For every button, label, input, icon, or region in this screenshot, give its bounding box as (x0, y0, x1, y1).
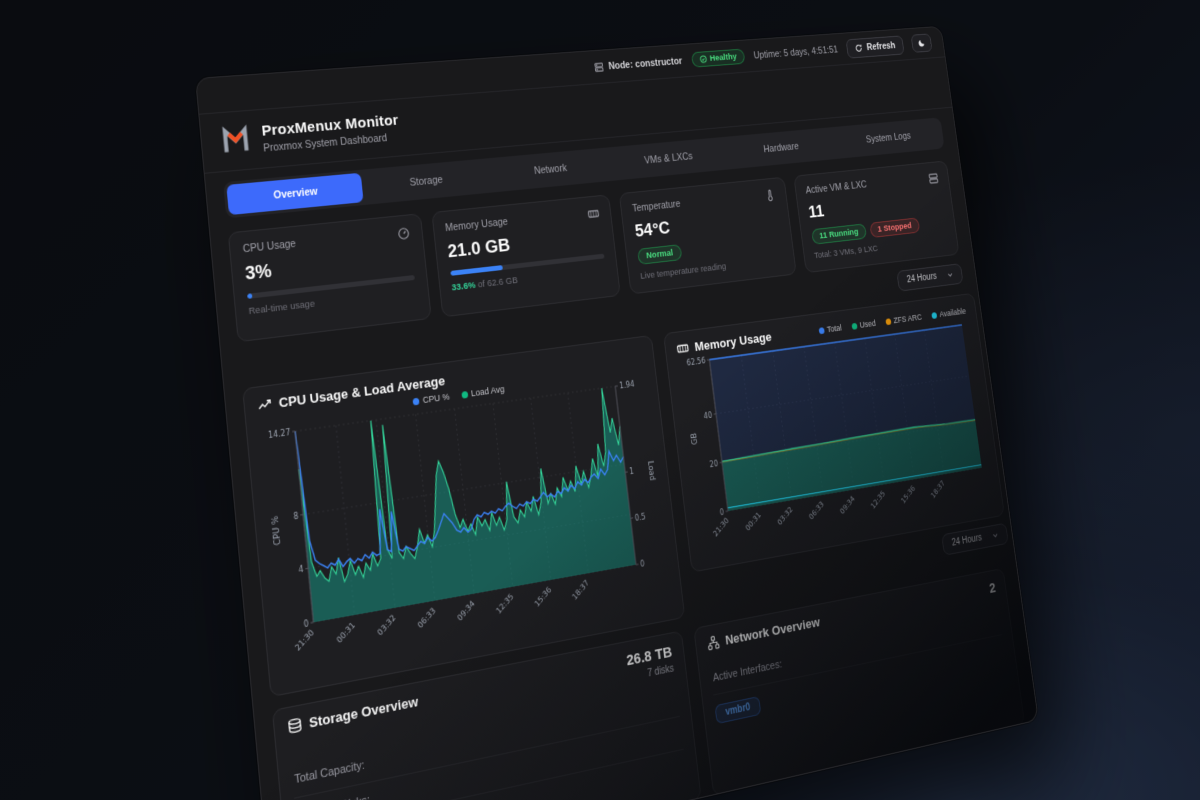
memory-chart: 21:30 00:31 03:32 06:33 09:34 12:35 15:36 18:37… (686, 317, 993, 538)
active-vm-lxc-card: Active VM & LXC 11 11 Running 1 Stopped … (792, 160, 960, 274)
svg-text:00:31: 00:31 (744, 510, 762, 532)
refresh-icon (854, 43, 863, 52)
svg-text:09:34: 09:34 (839, 494, 857, 516)
svg-text:15:36: 15:36 (533, 585, 553, 608)
memory-time-range-dropdown[interactable]: 24 Hours (941, 522, 1009, 556)
network-interface-chip[interactable]: vmbr0 (714, 695, 762, 725)
svg-text:06:33: 06:33 (808, 500, 826, 522)
thermometer-icon (763, 189, 775, 203)
server-icon (593, 61, 604, 73)
disk-icon (287, 716, 303, 735)
trending-up-icon (257, 396, 273, 413)
check-circle-icon (699, 55, 707, 64)
cpu-card-label: CPU Usage (242, 237, 297, 256)
svg-text:18:37: 18:37 (571, 578, 591, 601)
svg-text:12:35: 12:35 (495, 592, 516, 616)
temperature-status-badge: Normal (637, 244, 683, 265)
network-interface-count: 2 (988, 579, 997, 597)
cpu-load-chart-card: CPU Usage & Load Average CPU % Load Avg … (242, 334, 686, 698)
svg-text:18:37: 18:37 (929, 479, 946, 500)
memory-chart-card: Memory Usage Total Used ZFS ARC Availabl… (663, 292, 1005, 573)
svg-text:09:34: 09:34 (456, 599, 477, 623)
server-stack-icon (928, 172, 940, 185)
svg-text:CPU %: CPU % (270, 515, 283, 546)
memory-card-label: Memory Usage (444, 216, 509, 235)
svg-text:00:31: 00:31 (335, 620, 357, 645)
svg-text:62.56: 62.56 (686, 356, 706, 367)
tab-system-logs[interactable]: System Logs (865, 130, 912, 146)
moon-icon (917, 38, 926, 48)
svg-text:21:30: 21:30 (712, 516, 731, 538)
svg-text:4: 4 (298, 565, 304, 575)
svg-text:20: 20 (709, 459, 718, 469)
svg-text:15:36: 15:36 (900, 484, 917, 505)
svg-text:GB: GB (689, 432, 699, 445)
svg-text:06:33: 06:33 (416, 606, 437, 630)
vms-running-badge: 11 Running (810, 223, 867, 245)
network-icon (706, 634, 720, 651)
svg-text:8: 8 (293, 511, 299, 521)
svg-text:0: 0 (640, 559, 645, 569)
svg-text:03:32: 03:32 (376, 613, 398, 637)
gauge-icon (396, 226, 410, 241)
svg-text:12:35: 12:35 (869, 489, 886, 510)
cpu-load-chart: 21:30 00:31 03:32 06:33 09:34 12:35 15:36 18:37… (268, 380, 657, 653)
uptime-text: Uptime: 5 days, 4:51:51 (753, 44, 839, 61)
theme-toggle-button[interactable] (910, 33, 933, 53)
svg-text:14.27: 14.27 (268, 428, 291, 441)
proxmenux-logo (218, 120, 254, 161)
temperature-card-label: Temperature (631, 198, 682, 215)
svg-text:21:30: 21:30 (293, 628, 315, 653)
tab-storage[interactable]: Storage (409, 174, 444, 189)
tab-hardware[interactable]: Hardware (762, 141, 800, 156)
svg-text:03:32: 03:32 (776, 505, 794, 527)
cpu-usage-card: CPU Usage 3% Real-time usage (227, 213, 432, 343)
tab-network[interactable]: Network (533, 162, 568, 177)
memory-icon (587, 207, 600, 221)
svg-text:40: 40 (703, 411, 712, 421)
health-badge: Healthy (690, 48, 746, 68)
tab-vms-lxcs[interactable]: VMs & LXCs (643, 150, 694, 167)
temperature-card: Temperature 54°C Normal Live temperature… (618, 176, 797, 295)
storage-title: Storage Overview (308, 693, 419, 731)
svg-text:1.94: 1.94 (619, 380, 635, 391)
svg-text:0.5: 0.5 (634, 512, 646, 523)
node-indicator: Node: constructor (593, 55, 683, 72)
svg-text:1: 1 (629, 467, 634, 477)
proxmenux-dashboard-window: Node: constructor Healthy Uptime: 5 days… (195, 25, 1039, 800)
svg-text:0: 0 (303, 619, 309, 630)
chevron-down-icon (946, 270, 954, 279)
svg-text:0: 0 (719, 508, 724, 517)
memory-usage-card: Memory Usage 21.0 GB 33.6% of 62.6 GB (430, 194, 621, 318)
chevron-down-icon (991, 531, 999, 540)
vms-stopped-badge: 1 Stopped (869, 217, 920, 239)
node-label: Node: constructor (607, 55, 683, 72)
refresh-button[interactable]: Refresh (845, 35, 905, 59)
svg-text:Load: Load (646, 460, 657, 481)
time-range-dropdown[interactable]: 24 Hours (896, 263, 964, 292)
vm-card-label: Active VM & LXC (805, 179, 868, 197)
app-header: ProxMenux Monitor Proxmox System Dashboa… (199, 57, 952, 174)
tab-overview[interactable]: Overview (226, 172, 364, 216)
